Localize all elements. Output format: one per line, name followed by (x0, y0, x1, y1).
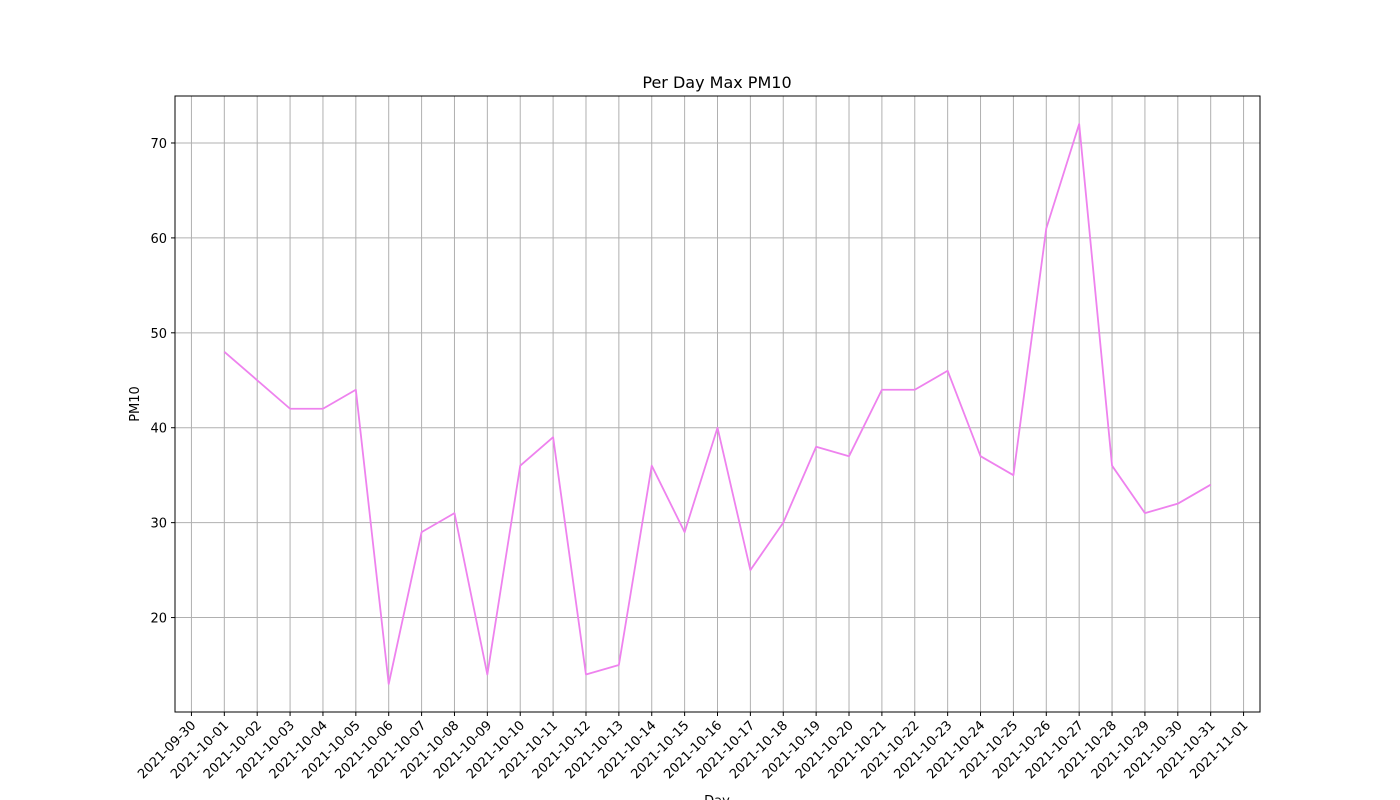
y-tick-label: 60 (150, 232, 167, 247)
y-axis-label: PM10 (128, 386, 143, 422)
plot-frame (174, 95, 1261, 713)
data-line (223, 123, 1212, 685)
chart-title: Per Day Max PM10 (642, 73, 791, 92)
y-tick-label: 40 (150, 422, 167, 437)
y-tick-label: 30 (150, 517, 167, 532)
x-axis-label: Day (704, 794, 730, 800)
y-tick-label: 50 (150, 327, 167, 342)
y-tick-label: 20 (150, 612, 167, 627)
y-tick-label: 70 (150, 137, 167, 152)
